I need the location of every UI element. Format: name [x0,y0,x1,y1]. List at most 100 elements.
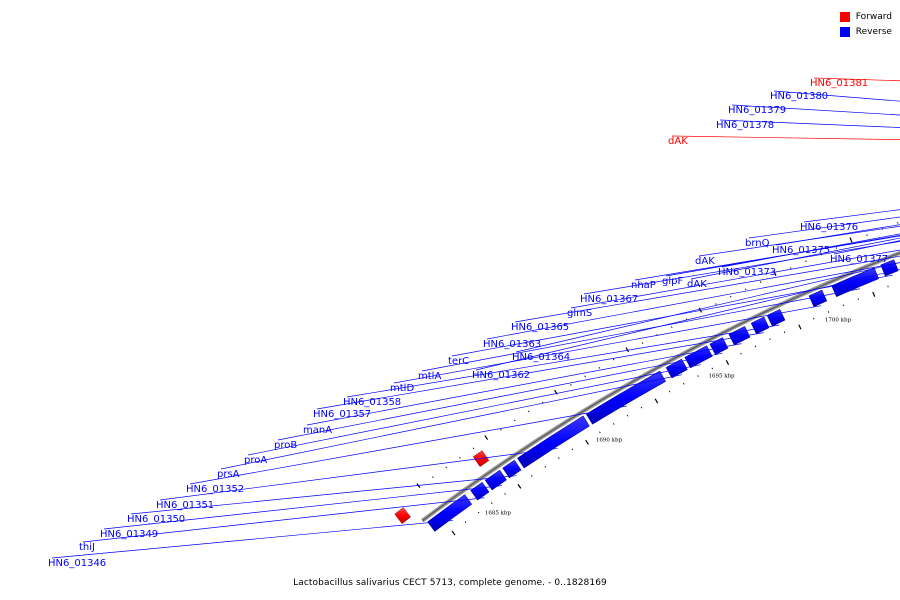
gene-connector [634,235,900,281]
gene-connector [475,268,900,371]
gene-label[interactable]: HN6_01350 [127,514,185,525]
gene-connector [306,343,742,426]
gene-block [502,459,522,479]
gene-connector [698,225,900,257]
gene-label[interactable]: prsA [217,469,240,480]
gene-label[interactable]: HN6_01378 [716,120,774,131]
gene-connector [803,209,900,223]
forward-swatch [839,11,850,22]
gene-label[interactable]: thiJ [79,542,95,553]
gene-label[interactable]: HN6_01365 [511,322,569,333]
gene-block [427,494,473,532]
scale-tick [472,447,475,450]
gene-connector [277,352,723,441]
scale-tick [612,423,615,425]
scale-tick [740,352,742,355]
gene-label[interactable]: HN6_01349 [100,529,158,540]
scale-tick [813,317,815,320]
scale-tick [544,466,547,468]
legend-label-forward: Forward [855,11,892,22]
gene-connector [514,255,900,323]
gene-label[interactable]: HN6_01346 [48,558,106,569]
gene-connector [220,374,683,470]
scale-tick [484,435,489,440]
scale-tick [827,311,830,313]
scale-tick [504,493,506,495]
gene-connector [583,241,900,295]
gene-connector [103,485,502,530]
gene-block [470,481,490,501]
gene-block [394,507,411,524]
gene-label[interactable]: manA [303,425,332,436]
scale-tick [640,406,643,409]
gene-label[interactable]: glmS [567,308,592,319]
gene-label[interactable]: HN6_01373 [718,267,776,278]
scale-tick [558,457,560,459]
scale-tick [641,342,644,344]
scale-tick [571,448,574,451]
gene-connector [731,104,900,116]
scale-tick [585,439,589,445]
scale-tick [759,281,762,284]
gene-label[interactable]: mtlD [390,383,414,394]
reverse-swatch [839,26,850,37]
scale-label: 1700 kbp [825,317,852,323]
scale-tick [477,511,480,514]
gene-label[interactable]: HN6_01351 [156,500,214,511]
gene-connector [82,497,485,543]
gene-label[interactable]: HN6_01375 [772,245,830,256]
scale-tick [683,382,685,385]
gene-label[interactable]: HN6_01379 [728,105,786,116]
scale-tick [697,375,699,377]
gene-connector [130,475,517,515]
scale-tick [849,237,853,243]
gene-label[interactable]: HN6_01377 [830,254,888,265]
gene-connector [421,288,861,372]
gene-label[interactable]: HN6_01380 [770,91,828,102]
gene-label[interactable]: dAK [668,136,688,147]
gene-label[interactable]: terC [448,356,469,367]
gene-connector [189,405,627,485]
gene-label[interactable]: dAK [695,256,715,267]
gene-block [750,316,770,335]
scale-tick [464,521,467,523]
gene-label[interactable]: HN6_01367 [580,294,638,305]
scale-tick [725,360,730,366]
legend-label-reverse: Reverse [855,26,892,37]
gene-label[interactable]: HN6_01362 [472,370,530,381]
gene-connector [748,216,900,239]
scale-label: 1685 kbp [485,510,512,516]
gene-label[interactable]: HN6_01357 [313,409,371,420]
scale-tick [671,326,673,329]
scale-tick [866,234,868,237]
gene-label[interactable]: HN6_01363 [483,339,541,350]
scale-tick [754,345,757,348]
scale-tick [459,456,461,459]
scale-tick [730,295,732,298]
gene-connector [775,224,900,246]
gene-connector [316,332,764,410]
gene-label[interactable]: HN6_01376 [800,222,858,233]
gene-connector [346,324,780,398]
gene-block [517,415,590,469]
gene-block [484,469,507,491]
gene-label[interactable]: HN6_01381 [810,78,868,89]
scale-tick [654,398,659,404]
scale-tick [599,431,601,434]
gene-connector [247,364,701,456]
gene-block [766,308,786,327]
gene-connector [570,249,900,309]
legend: Forward Reverse [839,9,892,39]
gene-label[interactable]: HN6_01358 [343,397,401,408]
gene-label[interactable]: mtlA [418,371,441,382]
gene-label[interactable]: proB [274,440,297,451]
gene-label[interactable]: glpF [662,276,683,287]
gene-label[interactable]: HN6_01352 [186,484,244,495]
gene-block [709,337,729,356]
gene-label[interactable]: dAK [687,279,707,290]
gene-label[interactable]: proA [244,455,267,466]
gene-label[interactable]: brnQ [745,238,770,249]
gene-label[interactable]: HN6_01364 [512,352,570,363]
gene-label[interactable]: nhaP [631,280,656,291]
